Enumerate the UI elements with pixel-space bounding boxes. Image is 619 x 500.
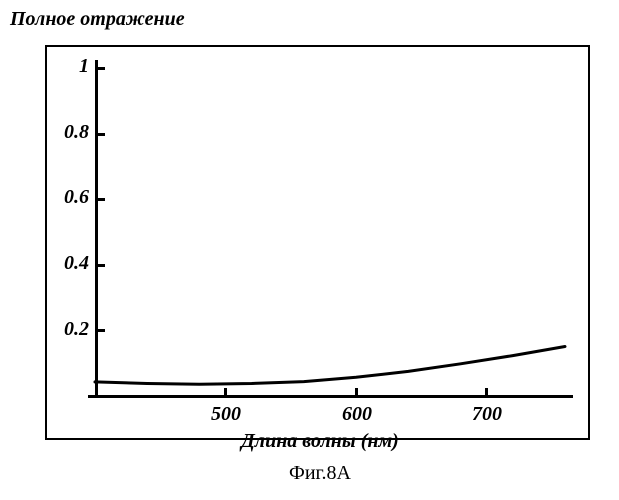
reflection-curve <box>0 0 619 500</box>
chart-container: Полное отражение 0.2 0.4 0.6 0.8 1 500 6… <box>0 0 619 500</box>
